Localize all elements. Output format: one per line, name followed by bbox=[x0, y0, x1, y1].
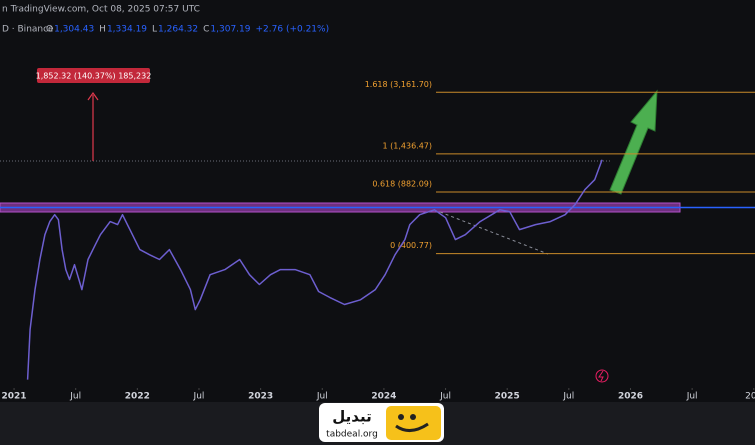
logo-url: tabdeal.org bbox=[326, 430, 378, 440]
plot: 1.618 (3,161.70) 1 (1,436.47) 0.618 (882.0… bbox=[2, 80, 755, 402]
event-bolt bbox=[598, 370, 604, 382]
change: +2.76 (+0.21%) bbox=[256, 25, 330, 35]
source: n TradingView.com, Oct 08, 2025 07:57 UT… bbox=[2, 5, 200, 15]
logo-eye bbox=[398, 414, 404, 420]
logo-smile bbox=[395, 422, 429, 432]
measure-box bbox=[37, 68, 150, 83]
x-tick-label: 2021 bbox=[2, 392, 27, 402]
x-tick-label: Jul bbox=[69, 392, 81, 402]
price-line bbox=[26, 159, 603, 380]
ohlc-value: 1,334.19 bbox=[107, 25, 147, 35]
x-tick-label: Jul bbox=[562, 392, 574, 402]
logo-icon bbox=[386, 406, 441, 440]
ohlc-value: 1,264.32 bbox=[158, 25, 198, 35]
ohlc-value: 1,307.19 bbox=[210, 25, 250, 35]
x-tick-label: 2022 bbox=[125, 392, 150, 402]
ohlc-value: 1,304.43 bbox=[54, 25, 94, 35]
ohlc-key: C bbox=[203, 25, 209, 35]
trend-line bbox=[439, 211, 549, 255]
x-tick-label: Jul bbox=[439, 392, 451, 402]
x-tick-label: Jul bbox=[193, 392, 205, 402]
fib-label: 1 (1,436.47) bbox=[383, 141, 433, 150]
fib-label: 1.618 (3,161.70) bbox=[365, 80, 432, 89]
ohlc-key: O bbox=[46, 25, 53, 35]
x-tick-label: Jul bbox=[686, 392, 698, 402]
event-icon bbox=[595, 369, 609, 383]
logo-name: تبدیل bbox=[332, 408, 371, 426]
x-tick-label: 2025 bbox=[495, 392, 520, 402]
ohlc: O 1,304.43 H 1,334.19 L 1,264.32 C 1,307.19 +2.7… bbox=[46, 25, 329, 35]
logo-eye bbox=[410, 414, 416, 420]
ohlc-key: L bbox=[152, 25, 157, 35]
projection-arrow bbox=[609, 89, 658, 195]
x-tick-label: Jul bbox=[316, 392, 328, 402]
measure-label: 1,852.32 (140.37%) 185,232 bbox=[36, 72, 152, 81]
measure-arrowhead bbox=[87, 91, 99, 101]
fib-label: 0.618 (882.09) bbox=[372, 180, 432, 189]
x-tick-label: 202 bbox=[745, 392, 755, 402]
symbol: D · Binance bbox=[2, 25, 54, 35]
fib-label: 0 (400.77) bbox=[390, 241, 432, 250]
ohlc-key: H bbox=[99, 25, 106, 35]
x-tick-label: 2023 bbox=[248, 392, 273, 402]
x-tick-label: 2024 bbox=[371, 392, 396, 402]
x-tick-label: 2026 bbox=[618, 392, 643, 402]
